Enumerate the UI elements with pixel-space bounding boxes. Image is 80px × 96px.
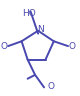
Text: O: O <box>47 82 54 91</box>
Text: O: O <box>0 42 7 51</box>
Text: N: N <box>37 25 44 34</box>
Text: HO: HO <box>22 9 36 18</box>
Text: O: O <box>69 42 76 51</box>
